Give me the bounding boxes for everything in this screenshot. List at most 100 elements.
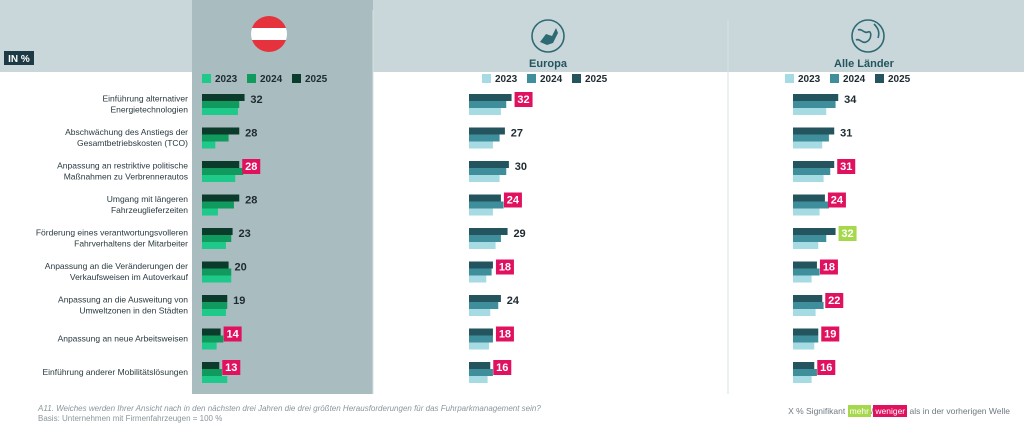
legend-swatch-2024 bbox=[527, 74, 536, 83]
bar-2023 bbox=[469, 275, 487, 283]
bar-2024 bbox=[202, 302, 228, 309]
bar-2024 bbox=[793, 134, 829, 142]
bar-2023 bbox=[793, 208, 820, 216]
bar-2023 bbox=[469, 242, 496, 249]
legend-label-2023: 2023 bbox=[215, 74, 238, 85]
bar-2024 bbox=[793, 369, 817, 376]
bar-2024 bbox=[793, 168, 831, 175]
sig-legend-sep: / bbox=[870, 406, 874, 416]
significance-chip bbox=[817, 360, 836, 375]
value-label: 19 bbox=[233, 295, 245, 307]
bar-2023 bbox=[469, 175, 500, 182]
value-label: 16 bbox=[496, 362, 508, 374]
bar-2025 bbox=[202, 127, 240, 135]
bar-2025 bbox=[793, 295, 823, 302]
significance-chip bbox=[222, 360, 241, 375]
bar-2024 bbox=[793, 335, 819, 343]
value-label: 28 bbox=[245, 128, 257, 140]
category-label: Gesamtbetriebskosten (TCO) bbox=[77, 138, 188, 148]
bar-2023 bbox=[469, 376, 488, 383]
bar-2024 bbox=[202, 235, 232, 242]
category-label: Einführung anderer Mobilitätslösungen bbox=[42, 367, 188, 377]
bar-2023 bbox=[202, 309, 226, 316]
legend-label-2024: 2024 bbox=[540, 74, 563, 85]
category-label: Energietechnologien bbox=[110, 105, 188, 115]
bar-2025 bbox=[469, 362, 491, 369]
bar-2023 bbox=[202, 242, 226, 249]
bar-2025 bbox=[202, 194, 240, 202]
bar-2024 bbox=[469, 168, 507, 175]
value-label: 14 bbox=[226, 329, 239, 341]
legend-swatch-2024 bbox=[830, 74, 839, 83]
significance-chip bbox=[493, 360, 512, 375]
bar-2023 bbox=[793, 342, 815, 350]
significance-chip bbox=[821, 326, 840, 342]
bar-2023 bbox=[202, 175, 236, 182]
bar-2024 bbox=[793, 235, 827, 242]
value-label: 13 bbox=[225, 362, 237, 374]
bar-2024 bbox=[469, 369, 493, 376]
value-labels: 32 28 28 28 23 20 19 14 13 32 27 30 24 29 18 24 18 16 34 31… bbox=[222, 92, 857, 375]
bar-2025 bbox=[202, 295, 228, 302]
bar-2023 bbox=[469, 108, 501, 115]
bar-2024 bbox=[469, 335, 493, 343]
bar-2023 bbox=[793, 309, 816, 316]
category-label: Anpassung an neue Arbeitsweisen bbox=[58, 334, 189, 344]
legend-swatch-2025 bbox=[572, 74, 581, 83]
legend-label-2024: 2024 bbox=[843, 74, 866, 85]
bar-2025 bbox=[469, 261, 493, 269]
globe-icon bbox=[851, 19, 885, 53]
bar-2024 bbox=[202, 101, 240, 108]
bar-2023 bbox=[793, 242, 819, 249]
bar-2024 bbox=[202, 335, 224, 343]
bar-2024 bbox=[469, 201, 504, 209]
bar-2024 bbox=[202, 369, 222, 376]
bar-2025 bbox=[202, 161, 240, 168]
bar-2025 bbox=[469, 228, 508, 235]
value-label: 18 bbox=[499, 329, 511, 341]
significance-chip bbox=[837, 159, 856, 174]
bar-2023 bbox=[793, 175, 824, 182]
value-label: 24 bbox=[831, 195, 844, 207]
bar-2023 bbox=[793, 141, 823, 149]
category-label: Fahrverhaltens der Mitarbeiter bbox=[74, 239, 188, 249]
value-label: 34 bbox=[844, 94, 857, 106]
value-label: 27 bbox=[511, 128, 523, 140]
footnote-basis: Basis: Unternehmen mit Firmenfahrzeugen … bbox=[38, 414, 223, 423]
bar-2024 bbox=[793, 302, 824, 309]
legend-label-2023: 2023 bbox=[798, 74, 821, 85]
legend-swatch-2023 bbox=[482, 74, 491, 83]
category-label: Fahrzeuglieferzeiten bbox=[111, 205, 188, 215]
bar-2025 bbox=[793, 362, 815, 369]
category-label: Umweltzonen in den Städten bbox=[79, 306, 188, 316]
legend-swatch-2025 bbox=[292, 74, 301, 83]
bar-2025 bbox=[202, 94, 245, 101]
unit-badge bbox=[4, 51, 34, 65]
category-labels: Einführung alternativerEnergietechnologi… bbox=[36, 94, 189, 378]
value-label: 18 bbox=[499, 262, 511, 274]
bar-2025 bbox=[469, 194, 501, 202]
significance-chip bbox=[819, 259, 838, 275]
bar-2023 bbox=[469, 208, 493, 216]
value-label: 18 bbox=[823, 262, 835, 274]
header-band bbox=[0, 0, 1024, 72]
significance-chip bbox=[242, 159, 261, 174]
category-label: Anpassung an die Veränderungen der bbox=[45, 261, 188, 271]
sig-legend-prefix: X % Signifikant bbox=[788, 406, 846, 416]
bar-2023 bbox=[202, 208, 218, 216]
category-label: Abschwächung des Anstiegs der bbox=[65, 127, 188, 137]
bar-marks bbox=[202, 94, 839, 383]
bar-2024 bbox=[469, 268, 492, 276]
legend-label-2025: 2025 bbox=[585, 74, 608, 85]
bar-2025 bbox=[793, 228, 836, 235]
bar-2023 bbox=[793, 275, 812, 283]
value-label: 28 bbox=[245, 161, 257, 173]
bar-2024 bbox=[469, 235, 501, 242]
legend-swatch-2025 bbox=[875, 74, 884, 83]
bar-2024 bbox=[793, 268, 820, 276]
bar-2025 bbox=[469, 94, 512, 101]
europe-icon bbox=[531, 19, 565, 53]
unit-badge-label: IN % bbox=[8, 54, 30, 65]
bar-2023 bbox=[793, 376, 812, 383]
significance-chip bbox=[827, 192, 846, 208]
